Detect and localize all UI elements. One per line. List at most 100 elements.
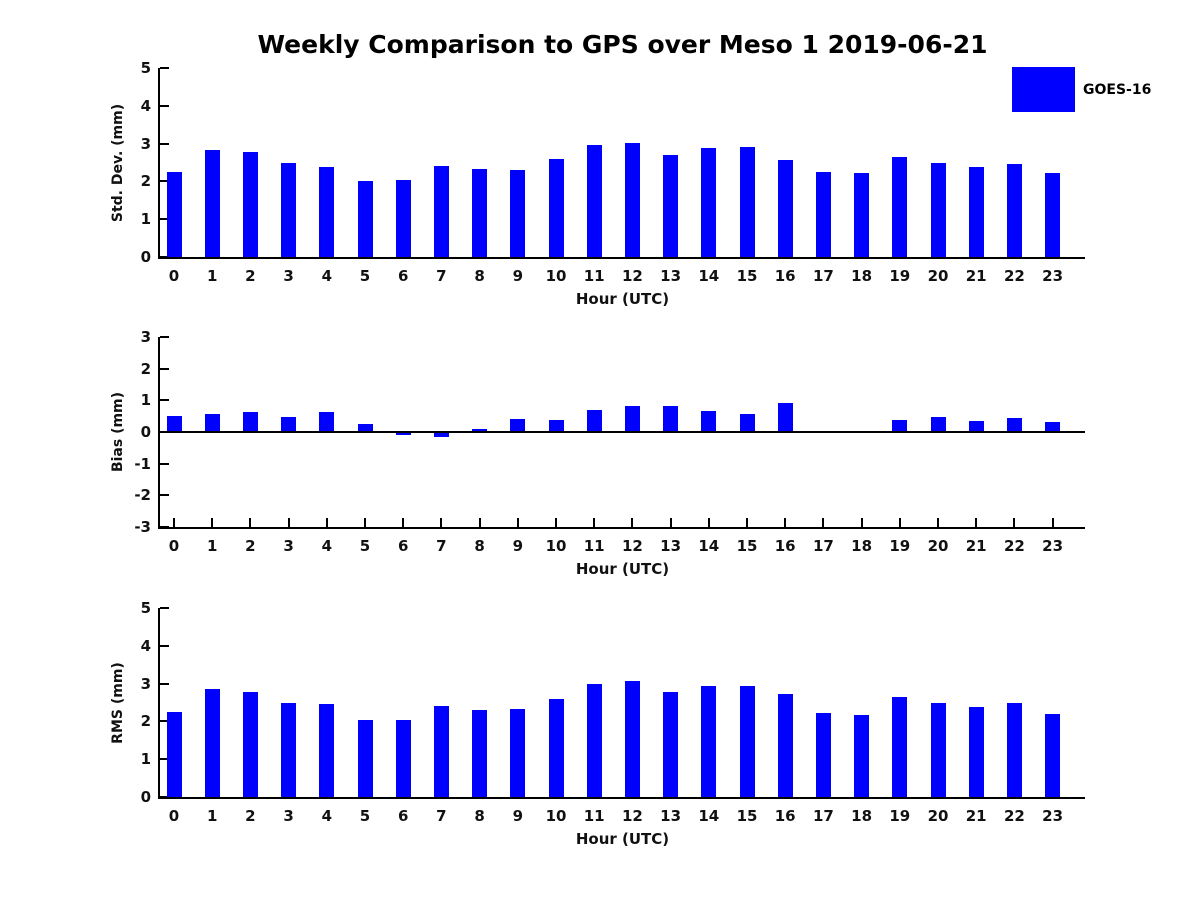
bar-hour-1 (204, 414, 220, 432)
x-tick-label: 7 (436, 807, 447, 825)
bar-hour-13 (663, 154, 679, 257)
x-tick-label: 11 (583, 537, 605, 555)
legend: GOES-16 (1012, 67, 1151, 112)
x-tick-label: 9 (512, 267, 524, 285)
x-tick-mark (478, 518, 481, 527)
bar-hour-7 (433, 432, 449, 437)
y-tick-label: 5 (140, 599, 151, 617)
bar-hour-17 (815, 171, 831, 257)
x-tick-label: 15 (736, 267, 758, 285)
x-tick-label: 5 (359, 537, 371, 555)
x-tick-label: 20 (927, 267, 949, 285)
y-axis-label: RMS (mm) (110, 661, 126, 744)
bar-hour-6 (395, 179, 411, 257)
bar-hour-2 (242, 691, 258, 797)
y-tick-label: -1 (134, 454, 151, 473)
bar-hour-12 (624, 680, 640, 797)
x-tick-mark (631, 518, 634, 527)
bar-hour-4 (319, 166, 335, 257)
bar-hour-5 (357, 423, 373, 432)
bar-hour-21 (968, 707, 984, 797)
bar-hour-23 (1045, 173, 1061, 257)
x-axis-label: Hour (UTC) (575, 290, 670, 308)
x-tick-label: 1 (206, 537, 218, 555)
y-tick-mark (160, 218, 169, 221)
x-tick-label: 6 (397, 267, 409, 285)
bar-hour-3 (281, 416, 297, 432)
legend-swatch-goes16 (1012, 67, 1075, 112)
bar-hour-22 (1006, 163, 1022, 257)
x-tick-label: 3 (283, 267, 294, 285)
bar-hour-20 (930, 417, 946, 432)
x-tick-label: 20 (927, 807, 949, 825)
y-tick-mark (160, 796, 169, 798)
x-tick-label: 5 (359, 267, 371, 285)
y-tick-label: 4 (140, 636, 151, 655)
bar-hour-21 (968, 167, 984, 257)
x-tick-label: 19 (889, 807, 911, 825)
x-tick-label: 3 (283, 807, 294, 825)
bar-hour-15 (739, 686, 755, 797)
x-tick-label: 4 (321, 537, 333, 555)
y-tick-label: 0 (140, 423, 151, 441)
bar-hour-6 (395, 719, 411, 797)
x-tick-label: 12 (621, 267, 643, 285)
bar-hour-16 (777, 159, 793, 257)
x-tick-label: 8 (474, 807, 485, 825)
bar-hour-21 (968, 421, 984, 432)
bar-hour-2 (242, 152, 258, 257)
bar-hour-20 (930, 162, 946, 257)
bar-hour-5 (357, 720, 373, 797)
bar-hour-18 (854, 173, 870, 257)
y-axis-spine (158, 337, 160, 529)
bar-hour-8 (472, 428, 488, 432)
x-tick-label: 16 (774, 537, 796, 555)
bar-hour-15 (739, 146, 755, 257)
x-tick-label: 22 (1003, 267, 1025, 285)
chart-title: Weekly Comparison to GPS over Meso 1 201… (257, 30, 988, 59)
x-tick-label: 15 (736, 807, 758, 825)
y-tick-mark (160, 644, 169, 647)
bar-hour-5 (357, 181, 373, 257)
x-tick-label: 11 (583, 267, 605, 285)
y-tick-mark (160, 607, 169, 609)
x-tick-label: 4 (321, 267, 333, 285)
x-tick-label: 8 (474, 267, 485, 285)
x-tick-mark (975, 518, 978, 527)
y-tick-mark (160, 720, 169, 723)
x-tick-mark (746, 518, 748, 527)
bar-hour-9 (510, 170, 526, 257)
x-tick-label: 18 (851, 537, 873, 555)
x-tick-mark (555, 518, 557, 527)
y-axis-label: Std. Dev. (mm) (110, 103, 126, 222)
y-tick-mark (160, 526, 169, 528)
bar-hour-3 (281, 702, 297, 797)
bar-hour-1 (204, 149, 220, 257)
x-axis-label: Hour (UTC) (575, 560, 670, 578)
x-tick-label: 7 (436, 267, 447, 285)
y-tick-label: 0 (140, 788, 151, 806)
bar-hour-22 (1006, 418, 1022, 432)
y-tick-label: -2 (134, 486, 151, 505)
x-tick-label: 18 (851, 267, 873, 285)
y-tick-mark (160, 682, 169, 685)
x-tick-mark (1051, 518, 1054, 527)
bar-hour-13 (663, 691, 679, 797)
x-tick-mark (898, 518, 901, 527)
subplot-bias-mm: -3 -2 -1 0 1 2 3 0 1 2 3 4 5 6 7 8 9 10 11 12 13 14 15 16 17 18 19… (110, 328, 1085, 578)
x-tick-label: 9 (512, 537, 524, 555)
x-tick-mark (287, 518, 290, 527)
bar-hour-9 (510, 708, 526, 797)
x-tick-label: 10 (545, 537, 567, 555)
y-tick-mark (160, 104, 169, 107)
y-tick-label: 1 (140, 750, 151, 769)
y-axis-label: Bias (mm) (110, 391, 126, 473)
x-tick-mark (669, 518, 672, 527)
bar-hour-8 (472, 169, 488, 257)
x-tick-mark (211, 518, 214, 527)
x-tick-label: 20 (927, 537, 949, 555)
y-tick-label: 0 (140, 248, 151, 266)
bar-hour-14 (701, 686, 717, 797)
y-axis-spine (158, 608, 160, 799)
y-tick-mark (160, 399, 169, 402)
